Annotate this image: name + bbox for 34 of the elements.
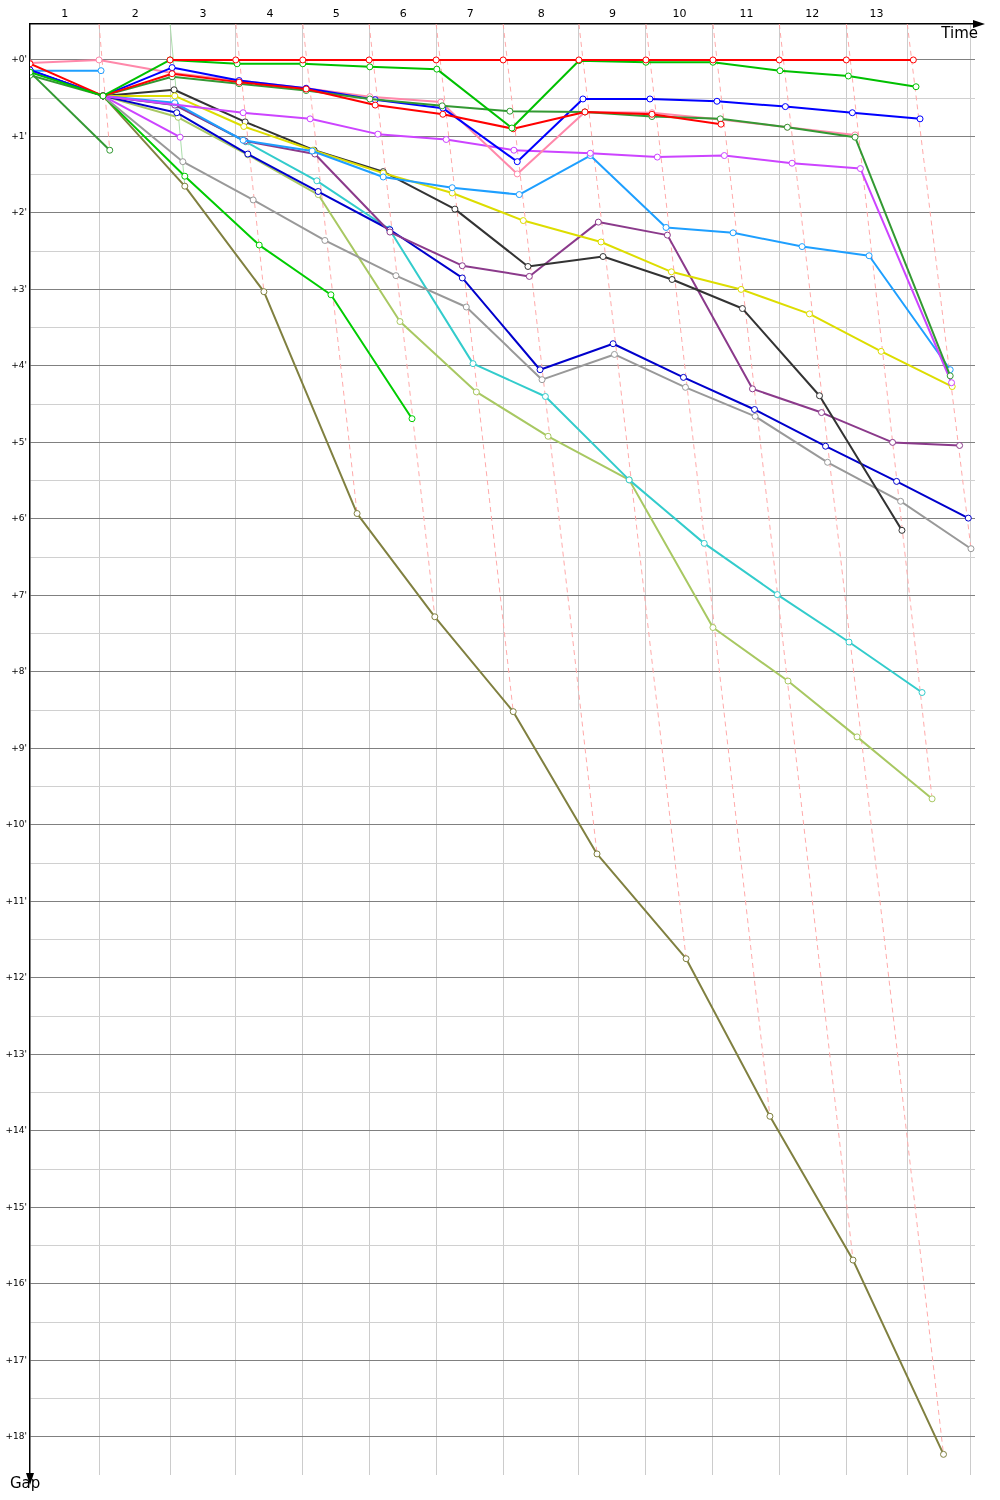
x-tick-label: 5 <box>332 7 340 21</box>
x-tick-label: 1 <box>61 7 69 21</box>
y-tick-label: +10' <box>5 819 27 830</box>
y-axis-title: Gap <box>10 1474 41 1493</box>
y-tick-label: +15' <box>5 1201 27 1212</box>
y-tick-label: +13' <box>5 1048 27 1059</box>
x-tick-label: 2 <box>131 7 139 21</box>
y-tick-label: +6' <box>11 513 27 524</box>
y-tick-label: +1' <box>11 130 27 141</box>
y-tick-label: +11' <box>5 895 27 906</box>
y-tick-label: +3' <box>11 283 27 294</box>
y-tick-label: +12' <box>5 972 27 983</box>
y-tick-label: +16' <box>5 1278 27 1289</box>
x-tick-label: 7 <box>466 7 474 21</box>
y-tick-label: +14' <box>5 1125 27 1136</box>
x-tick-label: 6 <box>399 7 407 21</box>
x-tick-label: 4 <box>266 7 274 21</box>
x-tick-label: 3 <box>199 7 207 21</box>
y-tick-label: +4' <box>11 360 27 371</box>
x-tick-label: 11 <box>739 7 754 21</box>
y-tick-label: +8' <box>11 666 27 677</box>
x-tick-label: 13 <box>869 7 884 21</box>
y-tick-label: +18' <box>5 1431 27 1442</box>
y-tick-label: +2' <box>11 207 27 218</box>
x-tick-label: 8 <box>537 7 545 21</box>
x-axis-title: Time <box>940 24 978 43</box>
x-tick-label: 9 <box>608 7 616 21</box>
x-tick-label: 10 <box>672 7 687 21</box>
y-tick-label: +0' <box>11 54 27 65</box>
y-tick-label: +5' <box>11 436 27 447</box>
y-tick-label: +17' <box>5 1354 27 1365</box>
x-tick-label: 12 <box>805 7 820 21</box>
y-tick-label: +7' <box>11 589 27 600</box>
y-tick-label: +9' <box>11 742 27 753</box>
